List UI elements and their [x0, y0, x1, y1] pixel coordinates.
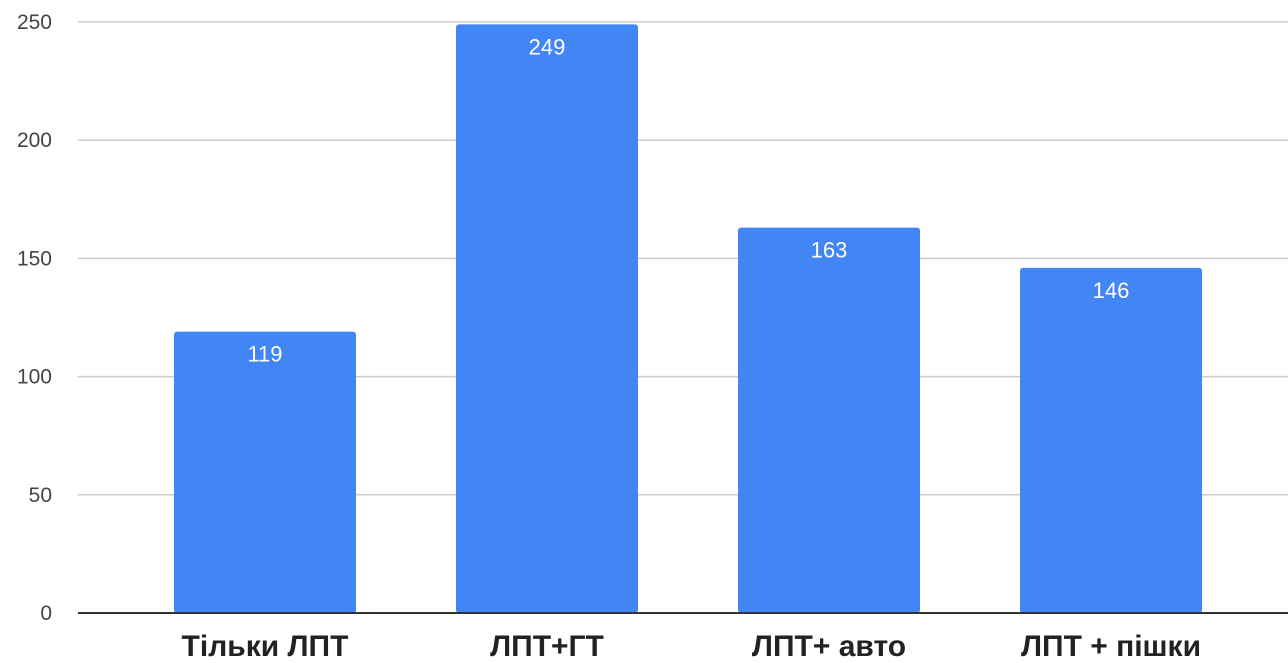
x-category-label: ЛПТ + пішки: [1021, 630, 1201, 663]
y-tick-label: 0: [40, 602, 52, 625]
bar: [738, 227, 920, 613]
y-tick-label: 100: [17, 366, 52, 389]
bar: [456, 24, 638, 613]
x-axis-category-labels: Тільки ЛПТ ЛПТ+ГТ ЛПТ+ авто ЛПТ + пішки: [182, 630, 1201, 663]
x-category-label: ЛПТ+ авто: [752, 630, 906, 663]
y-tick-label: 250: [17, 11, 52, 34]
y-axis-tick-labels: 0 50 100 150 200 250: [17, 11, 52, 625]
y-tick-label: 50: [29, 484, 52, 507]
x-category-label: Тільки ЛПТ: [182, 630, 349, 663]
bar-data-label: 146: [1093, 278, 1130, 303]
data-labels: 119 249 163 146: [247, 34, 1129, 366]
bar-data-label: 249: [529, 34, 566, 59]
x-category-label: ЛПТ+ГТ: [490, 630, 604, 663]
bars: [174, 24, 1202, 613]
y-tick-label: 150: [17, 247, 52, 270]
bar-data-label: 163: [811, 238, 848, 263]
bar: [174, 331, 356, 613]
bar: [1020, 267, 1202, 613]
y-tick-label: 200: [17, 129, 52, 152]
bar-data-label: 119: [247, 342, 282, 367]
